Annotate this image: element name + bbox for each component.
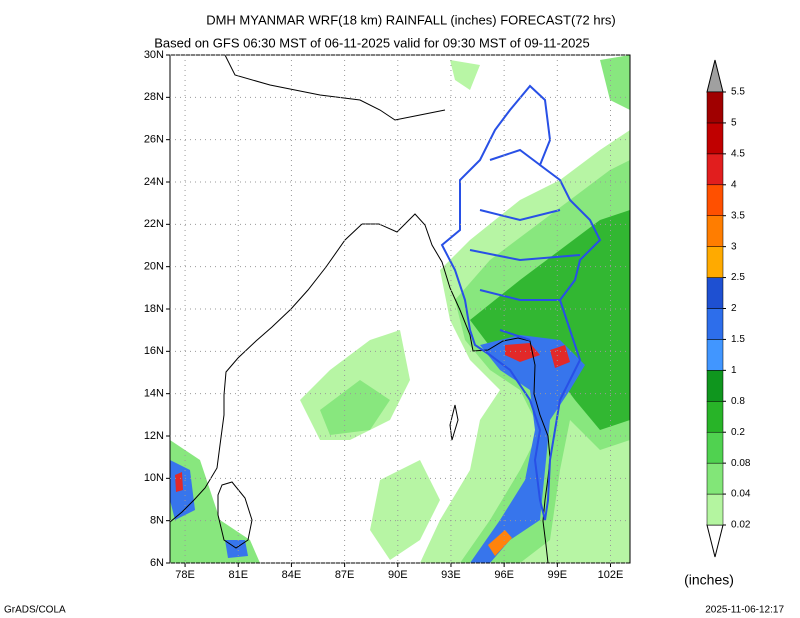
colorbar-label: 5.5 <box>731 87 745 98</box>
y-tick-label: 30N <box>144 49 164 61</box>
x-tick-label: 90E <box>388 569 408 581</box>
x-tick-label: 81E <box>228 569 248 581</box>
y-tick-label: 26N <box>144 134 164 146</box>
colorbar-segment <box>706 122 724 155</box>
rain-field <box>170 55 630 563</box>
colorbar-label: 3 <box>731 241 737 252</box>
colorbar-label: 1 <box>731 365 737 376</box>
colorbar-segment <box>706 91 724 124</box>
colorbar-label: 5 <box>731 118 737 129</box>
x-tick-label: 87E <box>335 569 355 581</box>
colorbar-title: (inches) <box>684 572 734 588</box>
colorbar-label: 3.5 <box>731 210 745 221</box>
colorbar-segment <box>706 277 724 309</box>
colorbar-segment <box>706 339 724 371</box>
y-tick-label: 28N <box>144 91 164 103</box>
colorbar-label: 2 <box>731 303 737 314</box>
y-tick-label: 16N <box>144 345 164 357</box>
colorbar-segment <box>706 246 724 278</box>
y-tick-label: 14N <box>144 388 164 400</box>
footer-right: 2025-11-06-12:17 <box>705 605 784 616</box>
x-tick-label: 78E <box>175 569 195 581</box>
colorbar-label: 2.5 <box>731 272 745 283</box>
colorbar-segment <box>706 493 724 526</box>
colorbar-label: 0.02 <box>731 520 751 531</box>
map-title: DMH MYANMAR WRF(18 km) RAINFALL (inches)… <box>206 12 616 27</box>
colorbar-segment <box>706 370 724 402</box>
colorbar-label: 4.5 <box>731 148 745 159</box>
y-tick-label: 20N <box>144 261 164 273</box>
colorbar-segment <box>706 215 724 247</box>
colorbar-label: 4 <box>731 179 737 190</box>
y-tick-label: 22N <box>144 218 164 230</box>
x-tick-label: 96E <box>494 569 514 581</box>
footer-left: GrADS/COLA <box>4 605 66 616</box>
y-tick-label: 18N <box>144 303 164 315</box>
map-layer <box>170 55 630 563</box>
myanmar-boundary <box>440 84 602 521</box>
map-subtitle: Based on GFS 06:30 MST of 06-11-2025 val… <box>154 35 590 50</box>
colorbar-label: 0.04 <box>731 489 751 500</box>
colorbar-segment <box>706 308 724 340</box>
colorbar-segment <box>706 153 724 186</box>
y-tick-label: 6N <box>150 557 164 569</box>
colorbar-label: 0.2 <box>731 427 745 438</box>
y-tick-label: 8N <box>150 515 164 527</box>
y-tick-label: 10N <box>144 472 164 484</box>
coastline <box>170 55 551 563</box>
y-tick-label: 12N <box>144 430 164 442</box>
x-tick-label: 99E <box>548 569 568 581</box>
x-tick-label: 93E <box>441 569 461 581</box>
colorbar-label: 0.08 <box>731 458 751 469</box>
x-tick-label: 102E <box>598 569 624 581</box>
colorbar-segment <box>706 431 724 464</box>
x-tick-label: 84E <box>282 569 302 581</box>
colorbar-label: 1.5 <box>731 334 745 345</box>
colorbar-segment <box>706 184 724 216</box>
colorbar-segment <box>706 462 724 495</box>
y-tick-label: 24N <box>144 176 164 188</box>
colorbar-segment <box>706 401 724 433</box>
colorbar-label: 0.8 <box>731 396 745 407</box>
